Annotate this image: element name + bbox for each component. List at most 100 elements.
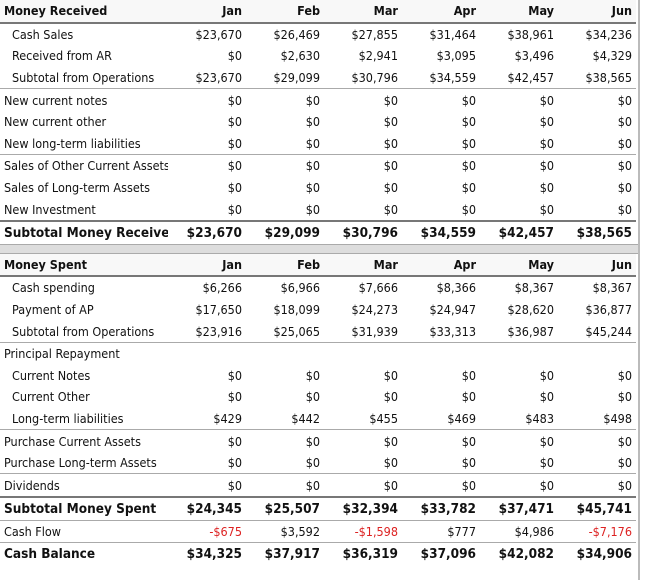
amount-cell: $8,367 [592,280,632,296]
amount-cell: $498 [603,410,632,426]
amount-cell: $0 [305,135,320,151]
data-row: Cash Sales $23,670 $26,469 $27,855 $31,464 $3… [0,23,636,46]
amount-cell: $442 [291,410,320,426]
amount-cell: $37,471 [480,496,558,521]
amount-cell: $23,916 [195,323,243,339]
amount-cell: $0 [558,429,636,452]
data-row: Cash Balance $34,325 $37,917 $36,319 $37,096… [0,542,636,565]
amount-cell: $29,099 [273,70,321,86]
data-row: Subtotal Money Spent $24,345 $25,507 $32,39… [0,496,636,521]
amount-cell: $45,244 [585,323,633,339]
amount-cell: $0 [539,389,554,405]
amount-cell: $24,273 [351,302,399,318]
amount-cell: $0 [324,429,402,452]
data-row: Subtotal Money Received $23,670 $29,099 $30… [0,219,636,244]
amount-cell: $0 [617,180,632,196]
amount-cell: $0 [305,201,320,217]
data-row: New long-term liabilities $0 $0 $0 $0 $0 $0 [0,133,636,155]
amount-cell: $2,630 [280,48,320,64]
row-label: Payment of AP [12,302,94,318]
section-title: Money Received [0,0,168,24]
row-label: Sales of Long-term Assets [4,180,151,196]
amount-cell: $6,266 [202,280,242,296]
amount-cell: $0 [461,114,476,130]
data-row: Received from AR $0 $2,630 $2,941 $3,095 $3,4… [0,45,636,67]
amount-cell: $0 [539,367,554,383]
month-header: May [480,253,558,278]
row-label: Subtotal from Operations [12,323,155,339]
amount-cell: $4,986 [480,519,558,543]
amount-cell: $0 [305,114,320,130]
amount-cell: $34,906 [558,542,636,565]
data-row: Cash spending $6,266 $6,966 $7,666 $8,366 $8,… [0,276,636,299]
amount-cell: $26,469 [273,26,321,42]
amount-cell: $28,620 [507,302,555,318]
amount-cell: $0 [324,154,402,177]
amount-cell: $0 [617,455,632,471]
amount-cell [246,341,324,365]
amount-cell: $0 [227,180,242,196]
data-row: New current notes $0 $0 $0 $0 $0 $0 [0,88,636,111]
amount-cell: $0 [168,154,246,177]
month-header: Apr [402,253,480,278]
amount-cell: $0 [246,473,324,498]
amount-cell: $0 [480,473,558,498]
month-header: Jun [558,253,636,278]
month-header: Jan [168,0,246,24]
amount-cell: $0 [558,473,636,498]
amount-cell: $42,082 [480,542,558,565]
amount-cell: $0 [246,154,324,177]
amount-cell: $0 [383,114,398,130]
amount-cell: $0 [617,389,632,405]
row-label: Long-term liabilities [12,410,124,426]
amount-cell: $0 [558,88,636,111]
amount-cell: $483 [525,410,554,426]
amount-cell: $0 [227,389,242,405]
amount-cell: $33,313 [429,323,477,339]
data-row: Sales of Long-term Assets $0 $0 $0 $0 $0 $0 [0,177,636,199]
amount-cell: $0 [480,88,558,111]
amount-cell: $0 [227,367,242,383]
amount-cell: $0 [539,201,554,217]
row-label: Subtotal Money Spent [0,496,168,521]
row-label: New current other [4,114,107,130]
amount-cell: $3,095 [436,48,476,64]
header-row: Money Received Jan Feb Mar Apr May Jun [0,0,636,24]
amount-cell: $0 [305,180,320,196]
amount-cell: $0 [227,201,242,217]
data-row: Subtotal from Operations $23,916 $25,065 $3… [0,320,636,342]
amount-cell: $30,796 [351,70,399,86]
amount-cell: -$1,598 [324,519,402,543]
amount-cell: $0 [227,114,242,130]
section-gap [0,243,638,254]
amount-cell: $0 [539,180,554,196]
data-row: New Investment $0 $0 $0 $0 $0 $0 [0,198,636,221]
amount-cell: $0 [227,135,242,151]
amount-cell: $36,987 [507,323,555,339]
section-title: Money Spent [0,253,168,278]
amount-cell: $7,666 [358,280,398,296]
amount-cell: $24,947 [429,302,477,318]
amount-cell: $38,961 [507,26,555,42]
month-header: May [480,0,558,24]
amount-cell: $37,917 [246,542,324,565]
data-row: Purchase Current Assets $0 $0 $0 $0 $0 $0 [0,429,636,452]
amount-cell: $0 [617,114,632,130]
amount-cell: $8,366 [436,280,476,296]
amount-cell [480,341,558,365]
data-row: Payment of AP $17,650 $18,099 $24,273 $24,94… [0,299,636,321]
amount-cell: $34,236 [585,26,633,42]
amount-cell: $0 [402,473,480,498]
amount-cell: $0 [305,389,320,405]
amount-cell: $32,394 [324,496,402,521]
amount-cell: $37,096 [402,542,480,565]
row-label: Purchase Current Assets [0,429,168,452]
amount-cell: $31,939 [351,323,399,339]
data-row: Purchase Long-term Assets $0 $0 $0 $0 $0 $0 [0,452,636,474]
amount-cell: $2,941 [358,48,398,64]
amount-cell: $0 [383,180,398,196]
amount-cell: $0 [246,429,324,452]
row-label: Subtotal Money Received [0,219,168,244]
amount-cell: $0 [461,455,476,471]
amount-cell: $36,319 [324,542,402,565]
